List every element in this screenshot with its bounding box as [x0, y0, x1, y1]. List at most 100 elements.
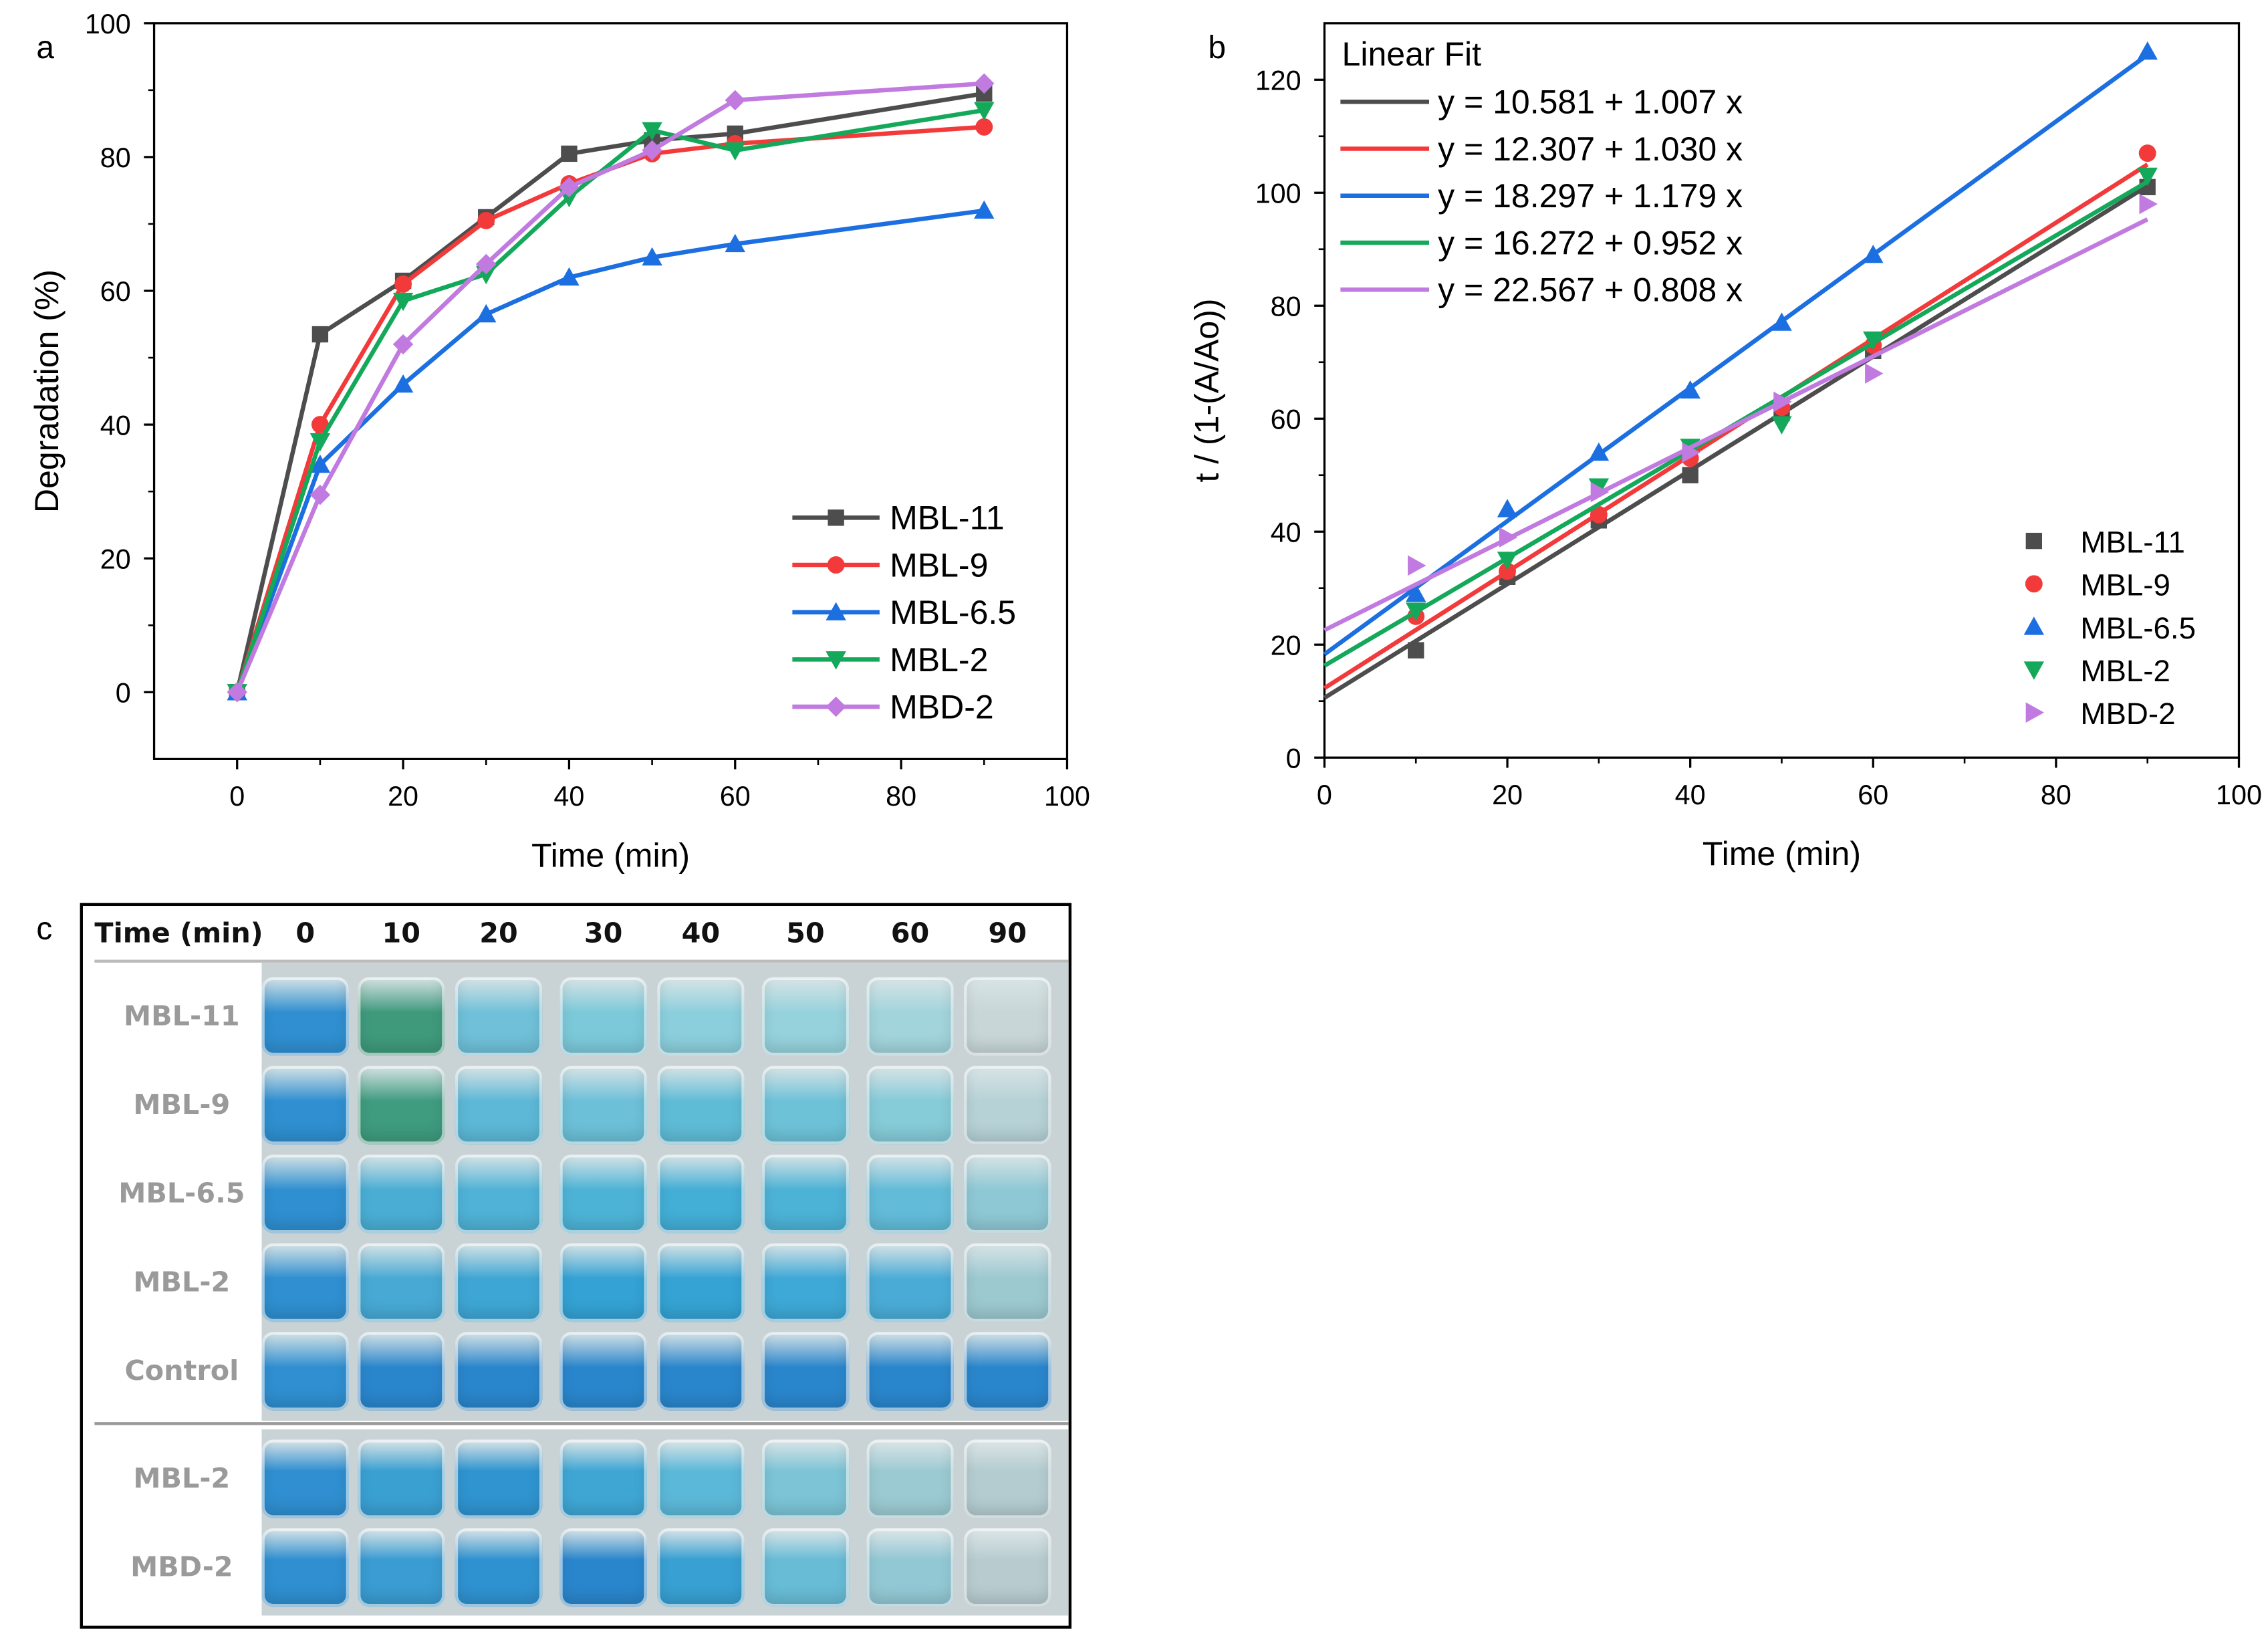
legend-marker — [826, 602, 846, 620]
x-tick-label: 100 — [2216, 780, 2262, 810]
fit-equation: y = 10.581 + 1.007 x — [1438, 84, 1743, 121]
fit-legend-title: Linear Fit — [1342, 35, 1482, 73]
data-point — [642, 140, 662, 161]
row-label: MBL-2 — [133, 1266, 231, 1299]
y-tick-label: 100 — [1255, 178, 1301, 209]
data-point — [2138, 144, 2156, 162]
time-header: Time (min) — [94, 917, 263, 950]
row-label: MBL-6.5 — [118, 1177, 245, 1210]
cuvette — [455, 1066, 543, 1145]
y-tick-label: 60 — [100, 276, 131, 307]
cuvette — [964, 977, 1051, 1056]
cuvette — [657, 1243, 745, 1322]
legend-marker — [2023, 616, 2045, 635]
data-point — [1865, 363, 1884, 384]
legend-label: MBL-9 — [890, 546, 988, 584]
cuvette — [866, 1332, 954, 1411]
cuvette — [261, 1066, 349, 1145]
data-point — [1590, 481, 1610, 503]
data-point — [1863, 331, 1884, 350]
cuvette — [261, 1439, 349, 1518]
x-tick-label: 20 — [388, 781, 418, 812]
y-tick-label: 60 — [1271, 404, 1301, 435]
cuvette — [964, 1439, 1051, 1518]
legend-marker — [827, 556, 845, 574]
cuvette — [761, 977, 850, 1056]
data-point — [2137, 167, 2158, 187]
data-point — [2137, 41, 2158, 60]
y-axis-label: Degradation (%) — [28, 269, 66, 513]
fit-equation: y = 16.272 + 0.952 x — [1438, 224, 1743, 261]
data-point — [561, 145, 578, 162]
legend-label: MBL-11 — [890, 499, 1004, 537]
series-line — [235, 91, 985, 693]
data-point — [642, 247, 662, 266]
legend-marker — [826, 651, 846, 670]
legend-marker — [2023, 661, 2045, 680]
legend-label: MBD-2 — [2080, 697, 2175, 731]
row-label: MBL-2 — [133, 1463, 231, 1495]
data-point — [477, 212, 495, 229]
series-line — [235, 108, 985, 693]
fit-line — [1323, 184, 2149, 700]
data-point — [311, 416, 329, 434]
cuvette — [761, 1439, 850, 1518]
cuvette-photo-panel: Time (min) 0 10 20 30 40 50 60 90 MBL-11 MBL-9 MBL… — [80, 903, 1072, 1629]
y-tick-label: 80 — [100, 142, 131, 173]
legend-label: MBL-2 — [2080, 654, 2170, 688]
cuvette — [866, 1154, 954, 1234]
panel-label-a: a — [36, 29, 55, 66]
cuvette — [559, 1066, 647, 1145]
cuvette — [657, 1528, 745, 1607]
cuvette — [559, 1243, 647, 1322]
legend-marker — [826, 696, 846, 717]
time-column-header: 40 — [681, 917, 721, 950]
time-column-header: 0 — [295, 917, 316, 950]
fit-line — [1323, 53, 2149, 657]
cuvette — [358, 1528, 445, 1607]
legend-label: MBL-6.5 — [890, 594, 1016, 631]
cuvette — [559, 1154, 647, 1234]
data-point — [559, 267, 580, 286]
cuvette — [866, 977, 954, 1056]
y-tick-label: 40 — [100, 410, 131, 441]
series-mbl-2 — [227, 102, 995, 703]
x-tick-label: 40 — [1675, 780, 1706, 810]
panel-label-b: b — [1208, 29, 1227, 66]
legend-label: MBL-9 — [2080, 568, 2170, 602]
y-axis-label: t / (1-(A/Ao)) — [1188, 298, 1226, 482]
data-point — [311, 326, 329, 343]
data-point — [1863, 244, 1884, 263]
cuvette — [261, 1528, 349, 1607]
data-point — [309, 433, 331, 452]
data-point — [1682, 467, 1698, 483]
cuvette — [261, 1332, 349, 1411]
cuvette — [964, 1243, 1051, 1322]
cuvette — [261, 977, 349, 1056]
x-tick-label: 60 — [720, 781, 751, 812]
data-point — [1771, 416, 1792, 435]
chart-a-degradation: 0 20 40 60 80 100 0 20 40 60 80 100 Time (min) Degrad… — [28, 9, 1090, 874]
data-point — [1408, 642, 1424, 659]
cuvette — [455, 1528, 543, 1607]
data-point — [476, 304, 497, 323]
data-point — [227, 682, 247, 703]
data-point — [642, 122, 662, 141]
data-point — [2139, 193, 2158, 215]
cuvette — [657, 1439, 745, 1518]
data-point — [1406, 602, 1426, 621]
x-tick-label: 80 — [886, 781, 916, 812]
y-tick-label: 0 — [1286, 743, 1301, 774]
time-column-header: 30 — [584, 917, 623, 950]
cuvette — [559, 1528, 647, 1607]
cuvette — [358, 1243, 445, 1322]
y-tick-label: 40 — [1271, 517, 1301, 548]
cuvette — [866, 1528, 954, 1607]
data-point — [1680, 380, 1700, 399]
data-point — [392, 374, 414, 393]
legend-label: MBL-6.5 — [2080, 611, 2196, 645]
legend-label: MBL-2 — [890, 641, 988, 679]
time-column-header: 50 — [786, 917, 825, 950]
cuvette — [761, 1154, 850, 1234]
